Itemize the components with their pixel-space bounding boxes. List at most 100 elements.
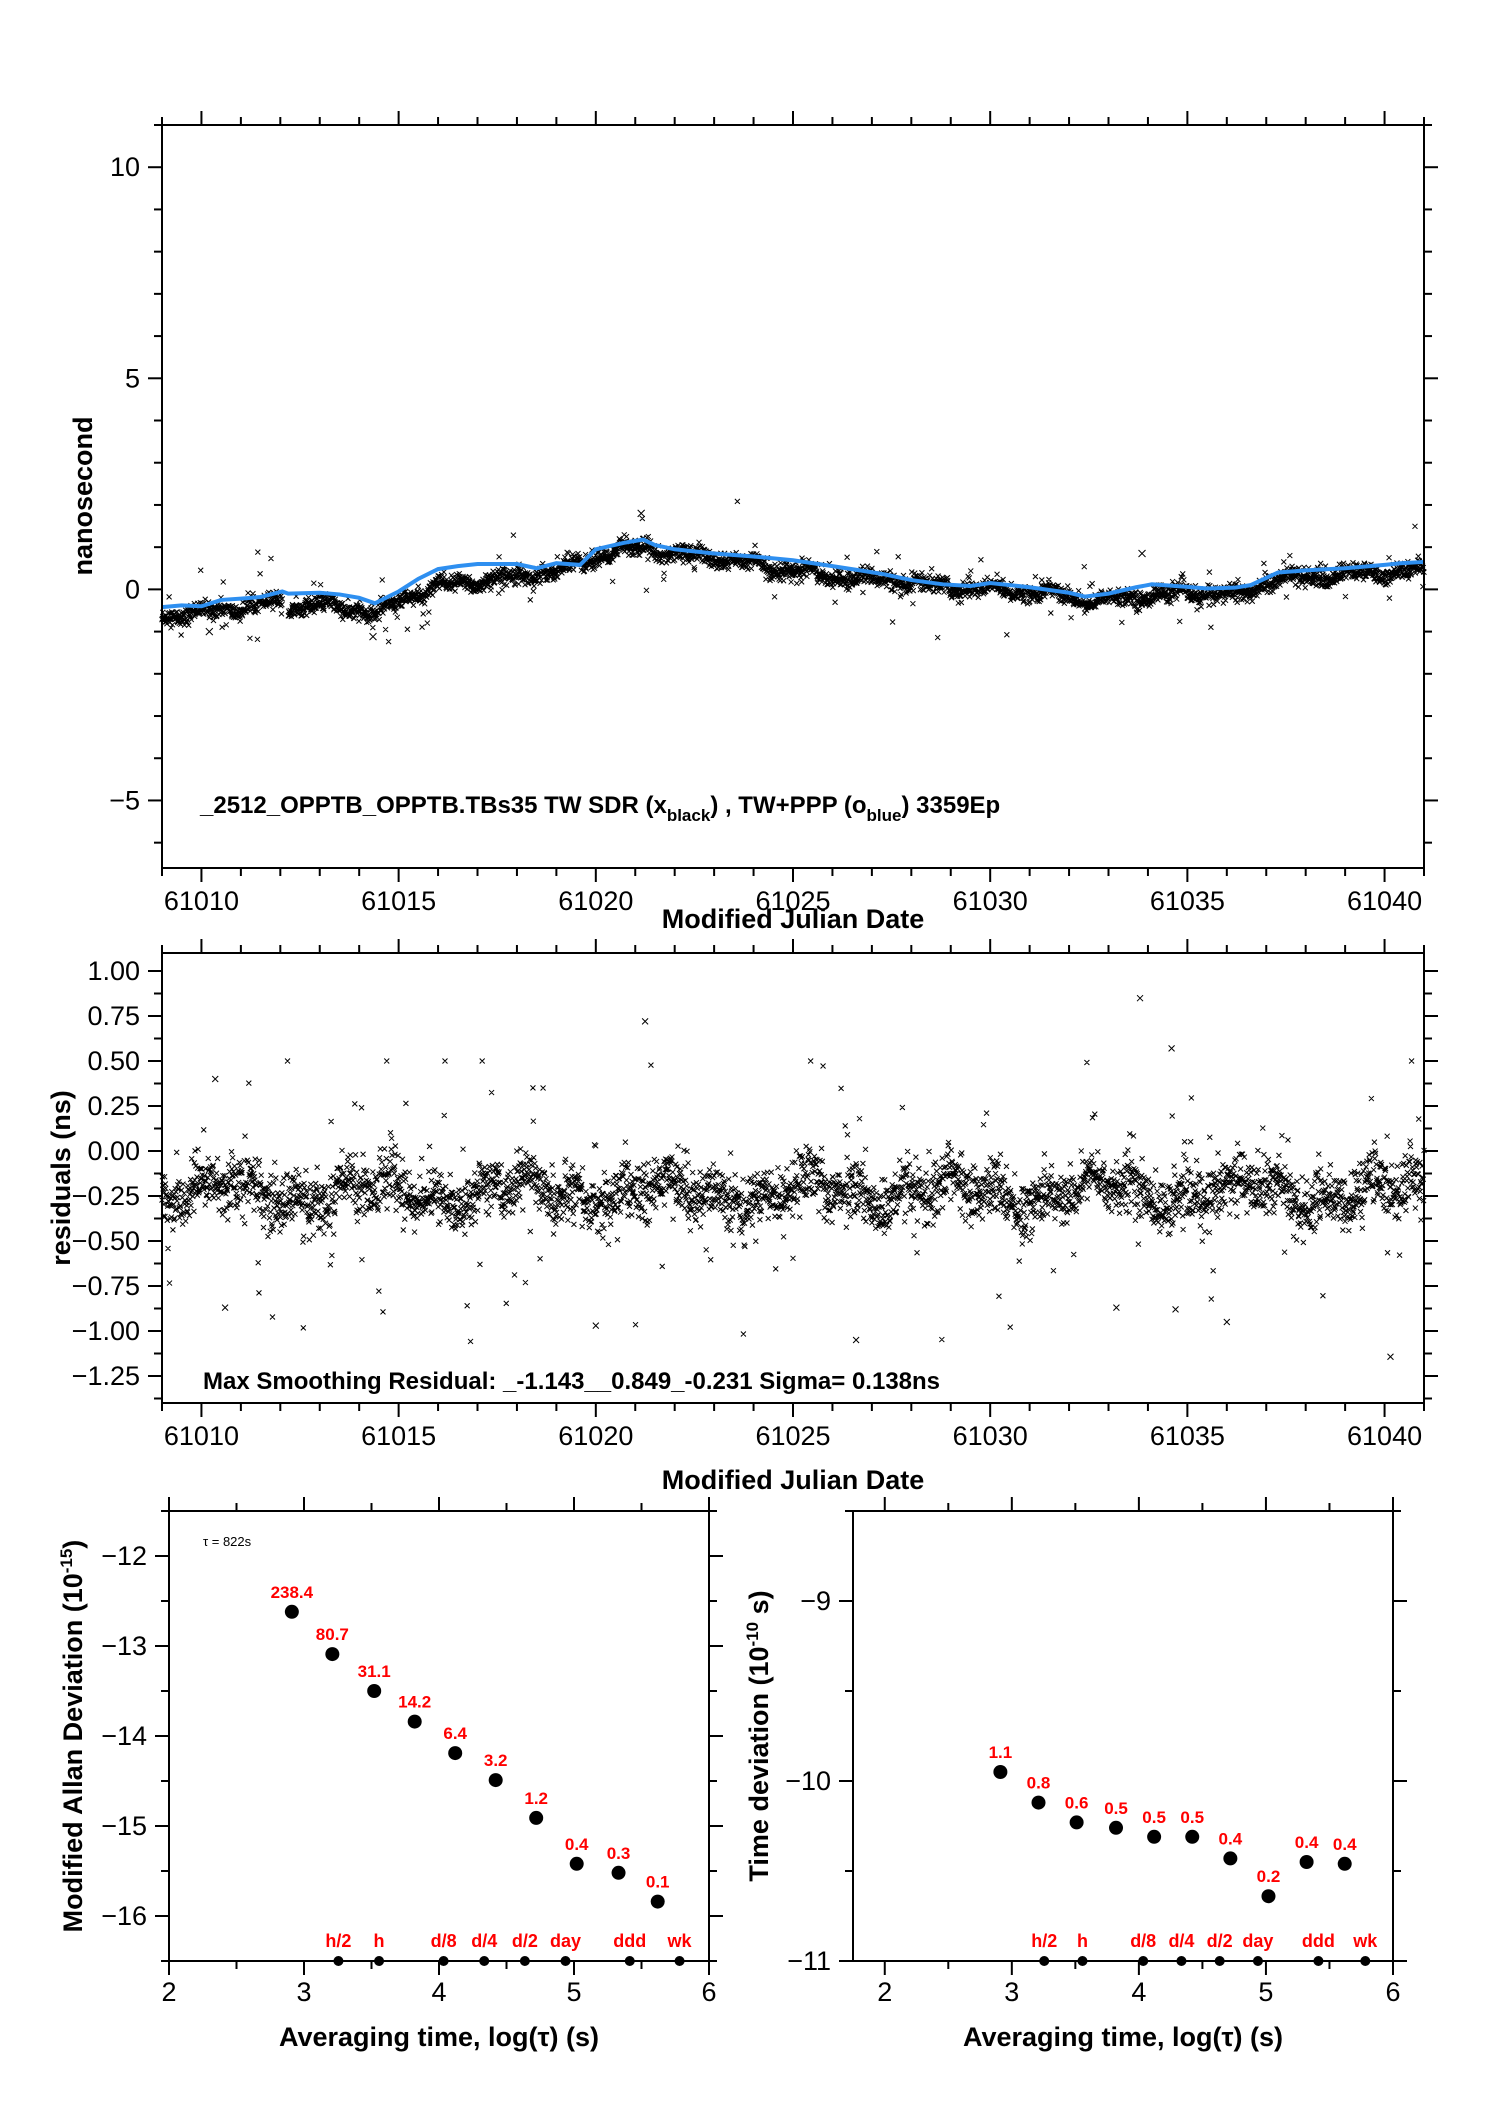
y-axis-title: nanosecond	[68, 416, 98, 575]
axis-ticks: 2 3 4 5 6 −11 −10 −9	[785, 1497, 1407, 2007]
x-tick-label: 3	[1004, 1977, 1019, 2007]
x-tick-label: 61015	[361, 886, 436, 916]
time-marker-point	[1252, 1956, 1263, 1966]
y-tick-label: −0.25	[72, 1181, 140, 1211]
time-marker-label: d/2	[1207, 1931, 1233, 1951]
x-tick-label: 5	[1258, 1977, 1273, 2007]
outlier-point	[369, 632, 377, 641]
x-tick-label: 61010	[164, 1421, 239, 1451]
deviation-point-label: 1.1	[989, 1743, 1013, 1762]
time-marker-label: d/8	[431, 1931, 457, 1951]
deviation-point	[529, 1810, 544, 1825]
annotation-prefix: _2512_OPPTB_OPPTB.TBs35 TW SDR (x	[199, 792, 667, 819]
x-axis-title: Modified Julian Date	[662, 1465, 925, 1495]
ylabel-end: s)	[744, 1590, 774, 1622]
time-marker-point	[479, 1956, 490, 1966]
deviation-point	[1109, 1820, 1124, 1835]
y-tick-label: 1.00	[87, 956, 140, 986]
y-tick-label: −14	[101, 1721, 147, 1751]
deviation-point-label: 0.4	[565, 1835, 589, 1854]
deviation-point	[1185, 1829, 1200, 1844]
residual-stats-annotation: Max Smoothing Residual: _-1.143__0.849_-…	[203, 1368, 940, 1395]
y-tick-label: −16	[101, 1901, 147, 1931]
time-marker-point	[1313, 1956, 1324, 1966]
x-tick-label: 2	[877, 1977, 892, 2007]
ylabel-main: Modified Allan Deviation (10	[58, 1573, 88, 1932]
deviation-point-label: 0.6	[1065, 1793, 1089, 1812]
x-axis-title: Modified Julian Date	[662, 904, 925, 934]
mdev-points: 238.4 80.7 31.1 14.2 6.4 3.2 1.2 0.4 0.3 0.1 h/2 h d…	[271, 1583, 693, 1966]
deviation-point-label: 1.2	[524, 1789, 548, 1808]
deviation-point-label: 0.8	[1027, 1774, 1051, 1793]
y-tick-label: −12	[101, 1541, 147, 1571]
x-axis-title: Averaging time, log(τ) (s)	[279, 2022, 599, 2052]
x-tick-label: 61030	[953, 1421, 1028, 1451]
deviation-point-label: 80.7	[316, 1625, 349, 1644]
deviation-point	[1261, 1889, 1276, 1904]
deviation-point-label: 0.5	[1180, 1808, 1204, 1827]
y-tick-label: −0.75	[72, 1271, 140, 1301]
deviation-point	[569, 1856, 584, 1871]
y-tick-label: −10	[785, 1766, 831, 1796]
outlier-point	[205, 627, 214, 636]
x-tick-label: 61040	[1347, 886, 1422, 916]
deviation-point	[993, 1765, 1008, 1779]
y-tick-label: 0.50	[87, 1046, 140, 1076]
time-marker-label: wk	[667, 1931, 693, 1951]
residual-outlier-point	[852, 1336, 860, 1344]
ylabel-main: Time deviation (10	[744, 1647, 774, 1882]
time-marker-point	[1077, 1956, 1088, 1966]
time-marker-label: day	[1242, 1931, 1273, 1951]
deviation-point	[1031, 1795, 1046, 1810]
residual-outlier-point	[1113, 1304, 1120, 1311]
time-marker-point	[438, 1956, 449, 1966]
y-tick-label: 10	[110, 152, 140, 182]
x-tick-label: 61025	[755, 1421, 830, 1451]
deviation-point-label: 14.2	[398, 1693, 431, 1712]
residual-outlier-point	[1168, 1045, 1175, 1052]
deviation-point	[325, 1647, 340, 1662]
x-tick-label: 6	[701, 1977, 716, 2007]
annotation-mid: ) , TW+PPP (o	[710, 792, 866, 819]
annotation-sub-blue: blue	[867, 806, 902, 825]
y-tick-label: −11	[787, 1946, 831, 1976]
deviation-point	[367, 1684, 382, 1698]
deviation-point	[407, 1714, 422, 1729]
time-marker-label: d/2	[512, 1931, 538, 1951]
x-tick-label: 61015	[361, 1421, 436, 1451]
time-marker-label: d/8	[1130, 1931, 1156, 1951]
time-marker-point	[519, 1956, 530, 1966]
y-tick-label: −0.50	[72, 1226, 140, 1256]
tdev-points: 1.1 0.8 0.6 0.5 0.5 0.5 0.4 0.2 0.4 0.4 h/2 h d/8 d/4…	[989, 1743, 1378, 1966]
y-axis-title: Modified Allan Deviation (10-15)	[57, 1540, 88, 1933]
residual-outlier-point	[1387, 1353, 1394, 1361]
y-tick-label: −5	[109, 785, 140, 815]
deviation-point	[448, 1746, 463, 1761]
y-tick-label: −9	[800, 1586, 831, 1616]
y-tick-label: 5	[125, 363, 140, 393]
plot-frame	[852, 1510, 1394, 1962]
deviation-point-label: 3.2	[484, 1751, 508, 1770]
residual-outlier-point	[592, 1322, 600, 1329]
deviation-point	[1069, 1815, 1084, 1830]
residual-outlier-point	[1136, 994, 1144, 1002]
deviation-point-label: 0.4	[1295, 1833, 1319, 1852]
y-tick-label: −15	[101, 1811, 147, 1841]
time-marker-label: h	[374, 1931, 385, 1951]
x-tick-label: 61010	[164, 886, 239, 916]
residual-outlier-point	[211, 1075, 219, 1083]
time-marker-label: d/4	[471, 1931, 497, 1951]
deviation-point-label: 0.1	[646, 1873, 670, 1892]
y-tick-label: 0	[125, 574, 140, 604]
y-tick-label: −1.00	[72, 1316, 140, 1346]
x-tick-label: 61020	[558, 886, 633, 916]
time-marker-label: day	[550, 1931, 581, 1951]
time-marker-point	[333, 1956, 344, 1966]
deviation-point-label: 31.1	[358, 1662, 391, 1681]
deviation-point	[1299, 1855, 1314, 1869]
deviation-point	[284, 1604, 299, 1619]
series-annotation: _2512_OPPTB_OPPTB.TBs35 TW SDR (xblack) …	[199, 792, 1000, 825]
annotation-sub-black: black	[667, 806, 711, 825]
residual-outlier-point	[221, 1304, 229, 1311]
y-axis-title: residuals (ns)	[46, 1090, 76, 1266]
